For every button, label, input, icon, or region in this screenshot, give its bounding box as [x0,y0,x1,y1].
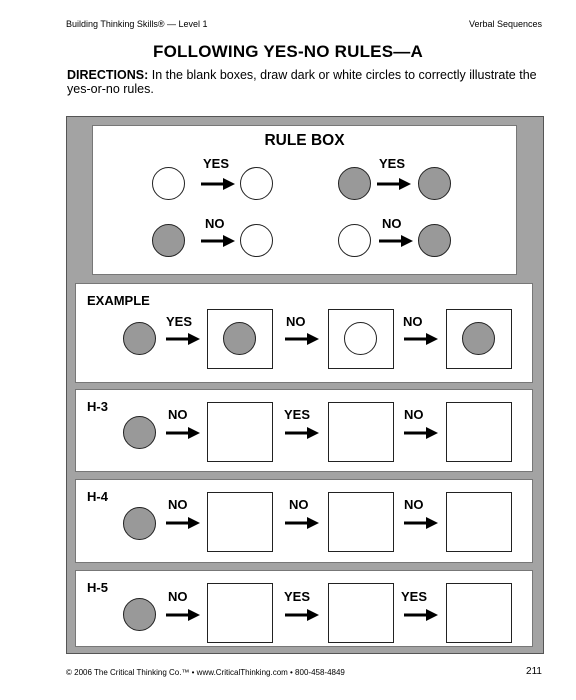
directions-text: In the blank boxes, draw dark or white c… [67,68,537,96]
rule-label: NO [205,216,225,231]
rule-box: RULE BOX YES YES NO NO [92,125,517,275]
answer-box[interactable] [446,583,512,643]
step-label: YES [284,589,311,604]
answer-box[interactable] [446,492,512,552]
arrow-icon [285,427,319,439]
arrow-icon [404,427,438,439]
arrow-icon [285,333,319,345]
arrow-icon [379,235,413,247]
arrow-icon [201,178,235,190]
worksheet-panel: RULE BOX YES YES NO NO EXAMPLE YES NO NO [66,116,544,654]
answer-box[interactable] [446,402,512,462]
dark-circle [418,167,451,200]
answer-box[interactable] [328,492,394,552]
step-label: NO [168,407,188,422]
start-circle [123,322,156,355]
dark-circle [418,224,451,257]
rule-label: YES [203,156,230,171]
directions-label: DIRECTIONS: [67,68,149,82]
problem-row-h3: H-3 NO YES NO [75,389,533,472]
step-label: NO [168,589,188,604]
example-row: EXAMPLE YES NO NO [75,283,533,383]
example-title: EXAMPLE [87,293,150,308]
answer-box[interactable] [207,402,273,462]
white-circle [240,224,273,257]
arrow-icon [404,333,438,345]
footer-copyright: © 2006 The Critical Thinking Co.™ • www.… [66,668,345,677]
arrow-icon [166,609,200,621]
start-circle [123,416,156,449]
arrow-icon [166,517,200,529]
start-circle [123,598,156,631]
answer-box[interactable] [207,492,273,552]
start-circle [123,507,156,540]
rule-label: YES [379,156,406,171]
header-section: Verbal Sequences [468,19,542,29]
arrow-icon [285,517,319,529]
step-label: NO [168,497,188,512]
problem-id: H-4 [87,489,108,504]
example-answer-box [328,309,394,369]
header-book-title: Building Thinking Skills® — Level 1 [66,19,208,29]
step-label: YES [166,314,193,329]
white-circle [152,167,185,200]
arrow-icon [404,517,438,529]
problem-row-h5: H-5 NO YES YES [75,570,533,647]
problem-id: H-3 [87,399,108,414]
arrow-icon [285,609,319,621]
directions: DIRECTIONS: In the blank boxes, draw dar… [67,68,547,96]
dark-circle [152,224,185,257]
arrow-icon [377,178,411,190]
dark-circle [462,322,495,355]
step-label: YES [284,407,311,422]
rule-box-title: RULE BOX [264,132,345,149]
answer-box[interactable] [328,583,394,643]
problem-row-h4: H-4 NO NO NO [75,479,533,563]
example-answer-box [207,309,273,369]
arrow-icon [166,333,200,345]
step-label: NO [403,314,423,329]
step-label: YES [401,589,428,604]
problem-id: H-5 [87,580,108,595]
white-circle [240,167,273,200]
page-number: 211 [526,666,542,677]
step-label: NO [404,407,424,422]
dark-circle [223,322,256,355]
page-title: FOLLOWING YES-NO RULES—A [153,42,423,61]
answer-box[interactable] [207,583,273,643]
dark-circle [338,167,371,200]
rule-label: NO [382,216,402,231]
white-circle [338,224,371,257]
step-label: NO [286,314,306,329]
arrow-icon [201,235,235,247]
arrow-icon [404,609,438,621]
white-circle [344,322,377,355]
step-label: NO [289,497,309,512]
arrow-icon [166,427,200,439]
example-answer-box [446,309,512,369]
answer-box[interactable] [328,402,394,462]
step-label: NO [404,497,424,512]
